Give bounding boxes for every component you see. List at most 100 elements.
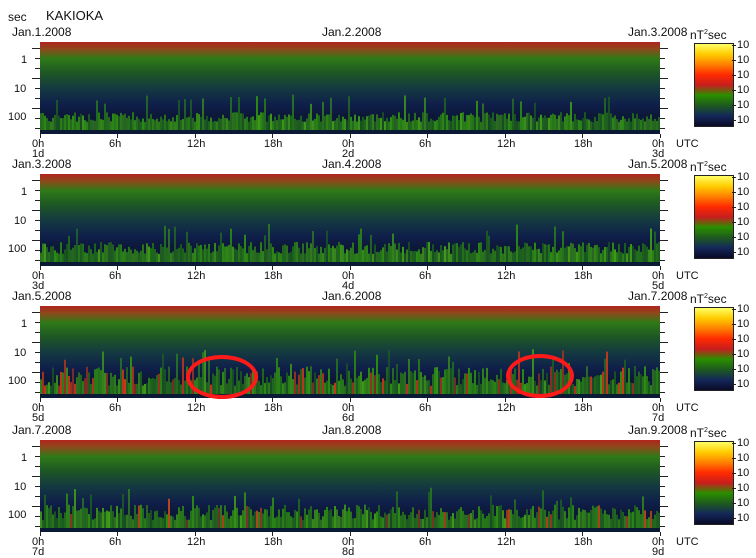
spectral-burst [456, 385, 458, 394]
colorbar-label: 10 [737, 84, 750, 96]
spectral-burst [202, 249, 204, 262]
spectral-burst [262, 112, 264, 130]
spectral-burst [310, 366, 312, 394]
spectral-burst [178, 507, 180, 528]
y-tick-right [660, 58, 665, 59]
spectral-burst [390, 509, 392, 528]
unit-sec: sec [707, 292, 727, 306]
spectral-burst [112, 113, 114, 130]
spectral-burst [550, 114, 552, 130]
spectral-burst [656, 367, 658, 394]
spectral-burst [388, 121, 390, 130]
spectral-burst [66, 493, 68, 528]
day-label: 5d [32, 412, 45, 424]
spectral-burst [272, 121, 274, 130]
spectral-burst [436, 119, 438, 130]
spectral-burst [326, 506, 328, 528]
y-tick-right [660, 332, 665, 333]
x-tick-label: 0h [652, 270, 665, 282]
spectral-burst [290, 516, 292, 528]
spectral-burst [60, 512, 62, 528]
x-tick [427, 532, 428, 536]
spectral-burst [294, 371, 296, 394]
x-tick [117, 532, 118, 536]
spectral-burst [92, 519, 94, 528]
spectral-burst [312, 382, 314, 394]
spectral-burst [546, 117, 548, 130]
spectral-burst [462, 510, 464, 528]
y-tick [32, 48, 40, 49]
spectral-burst [222, 515, 224, 528]
spectral-burst [170, 382, 172, 394]
x-tick [350, 398, 351, 402]
y-tick [35, 128, 40, 129]
spectral-burst [174, 226, 176, 262]
spectral-burst [486, 230, 488, 262]
spectral-burst [612, 507, 614, 528]
spectral-burst [416, 380, 418, 394]
spectral-burst [228, 518, 230, 528]
spectral-burst [238, 515, 240, 528]
spectral-burst [632, 511, 634, 528]
spectral-burst [260, 385, 262, 394]
colorbar-label: 10 [737, 467, 750, 479]
spectral-burst [126, 514, 128, 528]
spectral-burst [228, 120, 230, 130]
spectral-burst [160, 116, 162, 130]
spectral-burst [418, 117, 420, 130]
spectral-burst [158, 253, 160, 262]
spectral-burst [58, 115, 60, 130]
spectral-burst [110, 505, 112, 528]
spectral-burst [70, 249, 72, 262]
spectral-burst [76, 228, 78, 262]
spectral-burst [622, 253, 624, 262]
spectral-burst [454, 115, 456, 130]
spectral-burst [348, 250, 350, 262]
spectral-burst [488, 235, 490, 262]
spectral-burst [460, 244, 462, 262]
spectral-burst [586, 366, 588, 394]
spectral-burst [414, 517, 416, 528]
spectral-burst [162, 119, 164, 130]
spectral-burst [614, 508, 616, 528]
spectral-burst [326, 230, 328, 262]
y-tick-right [660, 128, 665, 129]
spectral-burst [478, 371, 480, 394]
unit-exp: 2 [704, 161, 708, 168]
spectral-burst [424, 375, 426, 394]
spectral-burst [464, 373, 466, 394]
spectral-burst [56, 252, 58, 262]
spectral-burst [346, 511, 348, 528]
spectral-burst [338, 241, 340, 262]
spectral-burst [466, 115, 468, 130]
spectral-burst [468, 367, 470, 394]
spectral-burst [624, 516, 626, 528]
spectral-burst [332, 385, 334, 394]
spectral-burst [404, 253, 406, 262]
spectral-burst [200, 244, 202, 262]
spectral-burst [268, 382, 270, 394]
spectral-burst [576, 251, 578, 262]
y-tick [32, 180, 40, 181]
spectral-burst [452, 244, 454, 262]
spectral-burst [312, 231, 314, 262]
spectral-burst [64, 249, 66, 262]
spectral-burst [380, 382, 382, 394]
spectral-burst [404, 371, 406, 394]
spectral-burst [638, 510, 640, 528]
spectral-burst [506, 118, 508, 130]
spectral-burst [408, 358, 410, 394]
spectral-burst [360, 371, 362, 394]
y-tick [32, 506, 40, 507]
spectral-burst [220, 505, 222, 528]
spectral-burst [106, 112, 108, 130]
spectral-burst [156, 252, 158, 262]
spectral-burst [196, 243, 198, 262]
spectral-burst [526, 112, 528, 130]
spectral-burst [208, 244, 210, 262]
spectral-burst [348, 507, 350, 528]
spectral-burst [312, 120, 314, 130]
spectral-burst [344, 118, 346, 130]
spectral-burst [504, 113, 506, 130]
spectral-burst [226, 118, 228, 130]
